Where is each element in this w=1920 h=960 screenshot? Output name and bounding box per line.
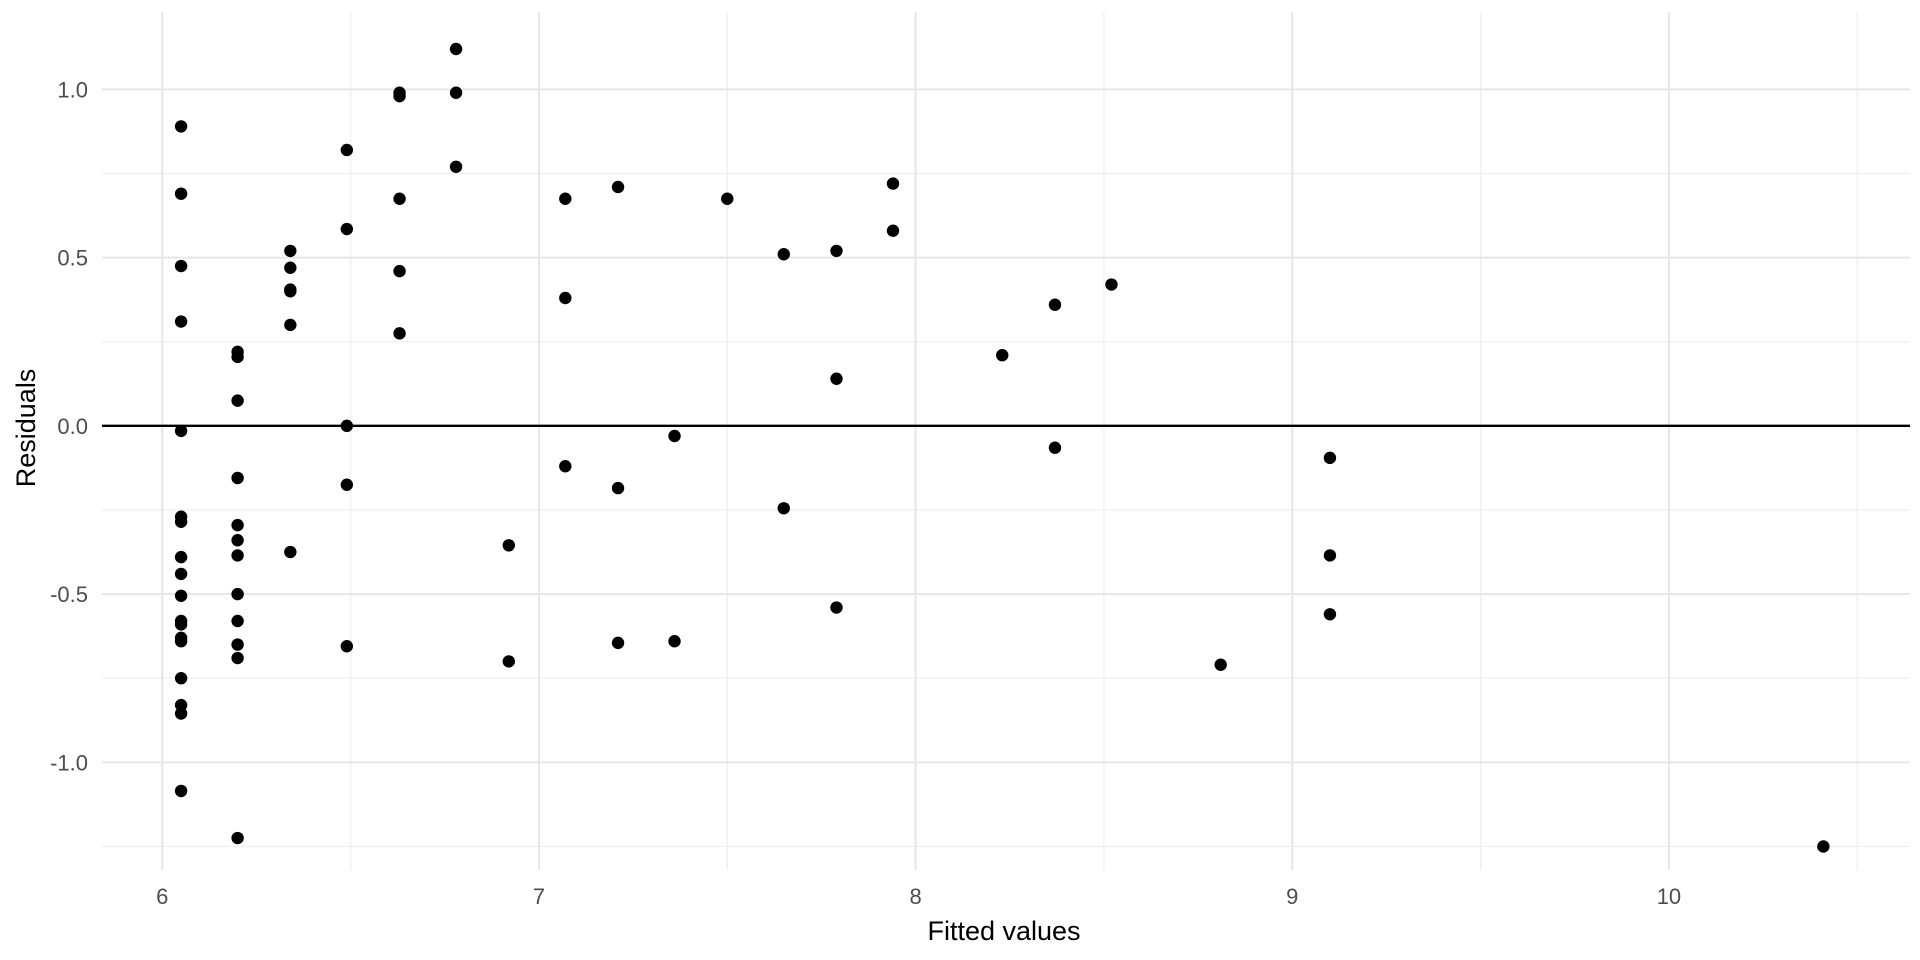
data-point [174, 707, 188, 720]
data-point [174, 784, 188, 798]
data-point [1214, 658, 1227, 671]
data-point [1323, 451, 1337, 465]
x-tick-label: 10 [1657, 884, 1681, 909]
data-point [231, 471, 244, 485]
data-point [830, 244, 843, 258]
data-point [502, 539, 515, 552]
data-point [231, 831, 244, 845]
data-point [777, 248, 790, 261]
data-point [174, 672, 188, 685]
data-point [559, 192, 572, 205]
y-tick-label: -1.0 [50, 750, 88, 775]
data-point [174, 589, 188, 602]
data-point [340, 222, 354, 236]
y-tick-label: 0.5 [57, 246, 88, 271]
data-point [449, 160, 463, 173]
data-point [231, 534, 244, 547]
data-point [611, 180, 625, 194]
data-point [174, 424, 188, 438]
data-point [231, 518, 244, 532]
data-point [1105, 278, 1118, 291]
data-point [1323, 549, 1337, 562]
data-point [231, 651, 244, 665]
data-point [340, 478, 354, 491]
data-point [231, 614, 244, 628]
data-point [284, 545, 297, 559]
data-point [284, 285, 297, 298]
data-point [449, 42, 463, 56]
x-tick-label: 9 [1286, 884, 1298, 909]
data-point [174, 120, 188, 133]
data-point [340, 640, 354, 653]
data-point [886, 224, 900, 237]
data-point [668, 429, 681, 443]
data-point [393, 327, 406, 340]
data-point [1323, 608, 1337, 621]
data-point [996, 349, 1009, 362]
data-point [559, 291, 572, 305]
data-point [1817, 840, 1830, 853]
data-point [393, 89, 406, 103]
data-point [777, 502, 790, 515]
data-point [393, 264, 406, 278]
y-tick-label: 1.0 [57, 77, 88, 102]
data-point [559, 460, 572, 473]
x-axis-tick-labels: 6 7 8 9 10 [156, 884, 1681, 909]
x-tick-label: 6 [156, 884, 168, 909]
data-point [231, 350, 244, 364]
data-point [231, 638, 244, 651]
data-point [284, 244, 297, 258]
data-point [231, 549, 244, 562]
y-tick-label: -0.5 [50, 582, 88, 607]
data-point [174, 635, 188, 648]
data-point [174, 618, 188, 631]
data-point [449, 86, 463, 99]
data-point [611, 481, 625, 495]
scatter-points [174, 42, 1830, 853]
grid [102, 12, 1910, 870]
data-point [340, 419, 354, 433]
y-axis-title: Residuals [11, 369, 41, 488]
data-point [174, 187, 188, 200]
x-tick-label: 7 [533, 884, 545, 909]
data-point [174, 567, 188, 581]
y-axis-tick-labels: -1.0 -0.5 0.0 0.5 1.0 [50, 77, 88, 775]
data-point [174, 315, 188, 328]
data-point [393, 192, 406, 205]
data-point [174, 515, 188, 528]
data-point [231, 587, 244, 601]
data-point [1048, 441, 1062, 454]
x-tick-label: 8 [909, 884, 921, 909]
data-point [668, 635, 681, 648]
data-point [830, 601, 843, 614]
data-point [284, 261, 297, 274]
data-point [340, 143, 354, 157]
data-point [284, 318, 297, 332]
data-point [502, 655, 515, 668]
data-point [1048, 298, 1062, 311]
data-point [721, 192, 734, 205]
data-point [611, 636, 625, 650]
data-point [231, 394, 244, 407]
data-point [830, 372, 843, 385]
x-axis-title: Fitted values [927, 916, 1080, 946]
data-point [174, 259, 188, 273]
data-point [174, 550, 188, 564]
y-tick-label: 0.0 [57, 414, 88, 439]
data-point [886, 177, 900, 190]
